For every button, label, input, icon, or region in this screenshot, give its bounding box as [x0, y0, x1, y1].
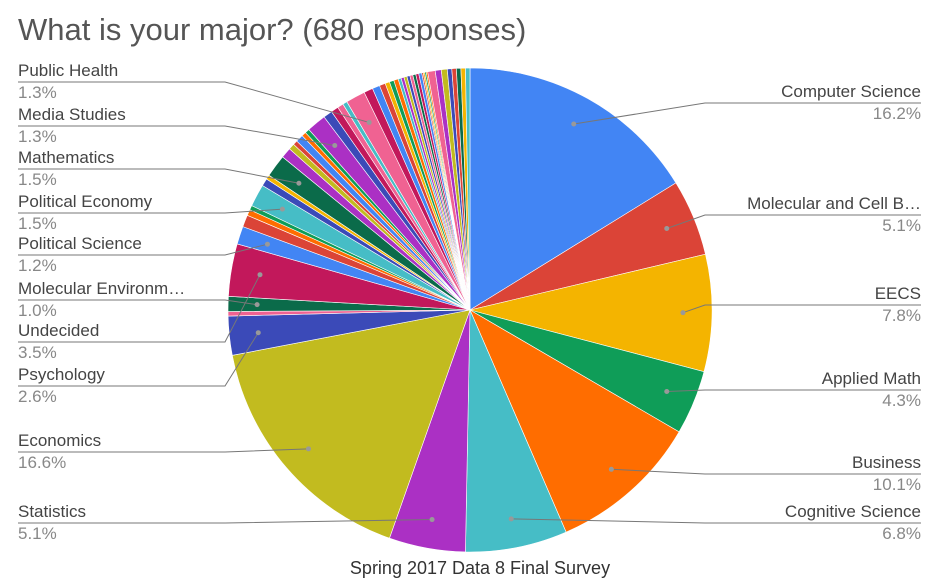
slice-label: Business: [852, 453, 921, 472]
slice-label: Public Health: [18, 61, 118, 80]
leader-dot: [571, 121, 577, 127]
slice-value-label: 1.5%: [18, 170, 57, 189]
slice-label: Mathematics: [18, 148, 114, 167]
chart-title: What is your major? (680 responses): [18, 12, 526, 47]
slice-label: Molecular Environm…: [18, 279, 185, 298]
slice-value-label: 1.5%: [18, 214, 57, 233]
leader-dot: [366, 119, 372, 125]
leader-dot: [257, 272, 263, 278]
pie-slice: [465, 67, 471, 311]
slice-label: Economics: [18, 431, 101, 450]
slice-label: Psychology: [18, 365, 105, 384]
leader-dot: [608, 466, 614, 472]
slice-value-label: 7.8%: [882, 306, 921, 325]
leader-line: [611, 468, 921, 475]
slice-value-label: 16.2%: [873, 104, 921, 123]
pie-slice: [469, 253, 713, 373]
leader-line: [18, 125, 335, 146]
leader-dot: [429, 517, 435, 523]
labels: Computer Science 16.2% Molecular and Cell …: [18, 61, 921, 543]
leader-dot: [664, 226, 670, 232]
slice-label: Computer Science: [781, 82, 921, 101]
slice-value-label: 1.0%: [18, 301, 57, 320]
leader-dot: [279, 206, 285, 212]
slice-label: Media Studies: [18, 105, 126, 124]
leader-line: [18, 332, 259, 387]
leader-line: [18, 274, 261, 343]
leader-line: [18, 81, 370, 123]
leader-line: [573, 102, 921, 125]
slice-label: EECS: [875, 284, 921, 303]
slice-value-label: 1.3%: [18, 127, 57, 146]
leader-line: [18, 299, 258, 306]
pie-slice: [469, 67, 677, 311]
leader-dot: [332, 142, 338, 148]
leader-dot: [508, 516, 514, 522]
leader-dot: [255, 330, 261, 336]
leader-line: [511, 518, 921, 524]
slice-value-label: 5.1%: [882, 216, 921, 235]
slice-label: Molecular and Cell B…: [747, 194, 921, 213]
slice-value-label: 5.1%: [18, 524, 57, 543]
slice-label: Political Science: [18, 234, 142, 253]
leader-dot: [305, 446, 311, 452]
leader-dot: [254, 302, 260, 308]
slice-value-label: 2.6%: [18, 387, 57, 406]
leader-dot: [264, 241, 270, 247]
leader-line: [18, 448, 309, 453]
slice-value-label: 4.3%: [882, 391, 921, 410]
slice-label: Applied Math: [822, 369, 921, 388]
leader-line: [18, 168, 299, 184]
leader-line: [682, 304, 921, 314]
slice-value-label: 3.5%: [18, 343, 57, 362]
leader-line: [666, 389, 921, 392]
leader-line: [666, 214, 921, 229]
slice-label: Undecided: [18, 321, 99, 340]
leader-dot: [680, 310, 686, 316]
leader-line: [18, 243, 268, 256]
slice-label: Cognitive Science: [785, 502, 921, 521]
leader-line: [18, 208, 283, 214]
slice-value-label: 6.8%: [882, 524, 921, 543]
pie-slice: [231, 309, 471, 539]
slice-label: Political Economy: [18, 192, 153, 211]
leader-dot: [296, 180, 302, 186]
pie: [227, 67, 713, 553]
chart-subtitle: Spring 2017 Data 8 Final Survey: [350, 558, 610, 578]
slice-value-label: 1.2%: [18, 256, 57, 275]
slice-label: Statistics: [18, 502, 86, 521]
pie-slice: [469, 309, 680, 533]
leader-dot: [664, 388, 670, 394]
slice-value-label: 1.3%: [18, 83, 57, 102]
slice-value-label: 10.1%: [873, 475, 921, 494]
leader-line: [18, 519, 433, 524]
slice-value-label: 16.6%: [18, 453, 66, 472]
